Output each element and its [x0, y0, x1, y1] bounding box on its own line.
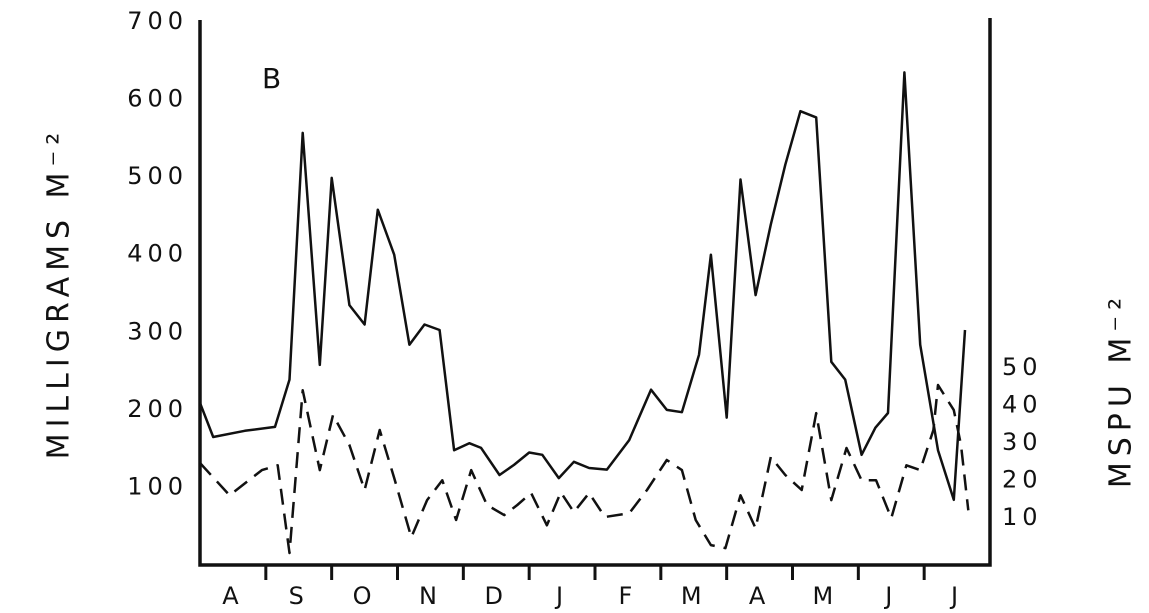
- x-tick-label: O: [353, 582, 377, 610]
- x-tick-label: D: [485, 582, 508, 610]
- x-tick-label: A: [222, 582, 243, 610]
- x-tick-label: F: [619, 582, 638, 610]
- x-tick-label: A: [749, 582, 770, 610]
- x-tick-label: J: [883, 582, 897, 610]
- x-tick-label: S: [289, 582, 309, 610]
- data-line: [199, 383, 970, 555]
- data-line: [198, 71, 967, 502]
- axes: [198, 18, 992, 567]
- y-tick-label: 200: [127, 395, 188, 423]
- annotation: B: [262, 62, 286, 95]
- x-tick-label: J: [949, 582, 963, 610]
- x-tick-label: J: [554, 582, 568, 610]
- y-tick-label: 300: [127, 317, 188, 345]
- y2-tick-label: 20: [1002, 466, 1043, 494]
- y2-axis-label: MSPU M⁻²: [1104, 292, 1139, 488]
- y2-tick-label: 50: [1002, 353, 1043, 381]
- y-tick-label: 100: [127, 472, 188, 500]
- x-tick-label: N: [419, 582, 442, 610]
- y2-tick-label: 40: [1002, 391, 1043, 419]
- y-axis-label: MILLIGRAMS M⁻²: [42, 127, 77, 460]
- y-tick-label: 700: [127, 7, 188, 35]
- x-tick-label: M: [813, 582, 839, 610]
- y2-tick-label: 10: [1002, 503, 1043, 531]
- y-tick-label: 600: [127, 85, 188, 113]
- y2-tick-label: 30: [1002, 428, 1043, 456]
- y-tick-label: 400: [127, 240, 188, 268]
- y-tick-label: 500: [127, 162, 188, 190]
- x-tick-label: M: [681, 582, 707, 610]
